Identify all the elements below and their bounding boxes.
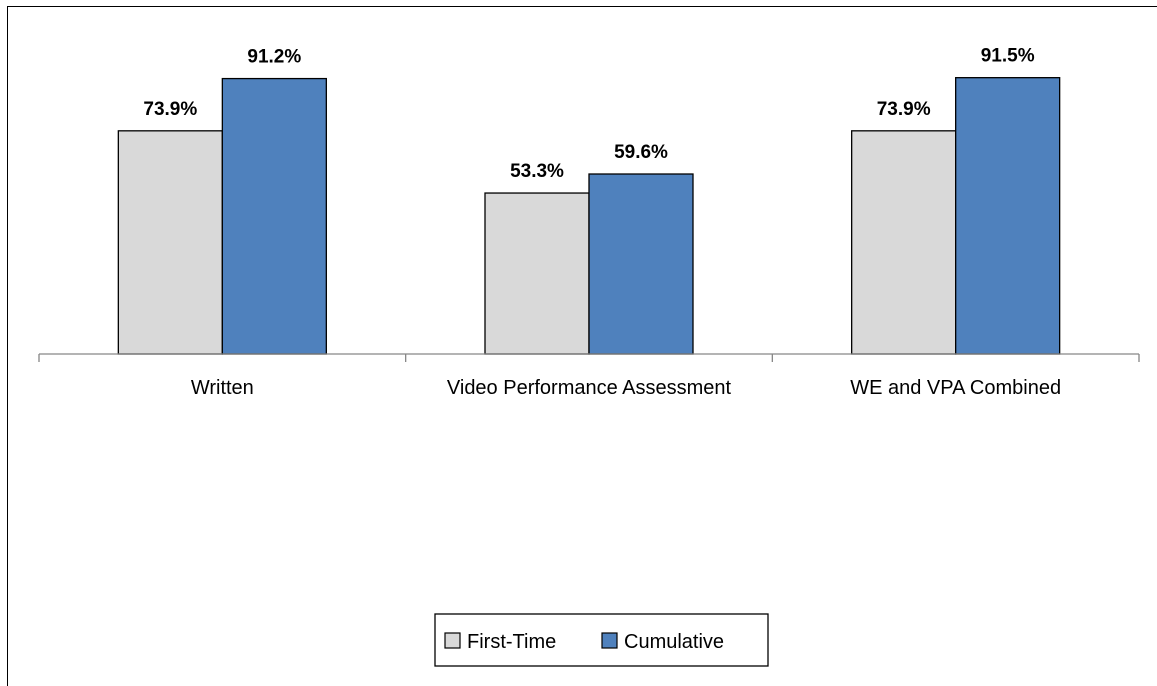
data-label-first-time-3: 73.9% — [877, 99, 931, 120]
x-tick-label: Written — [191, 377, 254, 399]
bars-group — [117, 77, 1061, 355]
data-label-cumulative-3: 91.5% — [981, 46, 1035, 67]
data-labels-group: 73.9% 91.2% 53.3% 59.6% 73.9% 91.5% — [143, 46, 1034, 182]
data-label-first-time-2: 53.3% — [510, 161, 564, 182]
x-tick-label: Video Performance Assessment — [447, 377, 732, 399]
x-tick-label: WE and VPA Combined — [850, 377, 1061, 399]
legend: First-Time Cumulative — [434, 613, 769, 667]
data-label-first-time-1: 73.9% — [143, 99, 197, 120]
bar-cumulative-2 — [588, 173, 694, 355]
data-label-cumulative-2: 59.6% — [614, 142, 668, 163]
legend-label-first-time: First-Time — [467, 631, 556, 653]
x-tick-labels-group: Written Video Performance Assessment WE an… — [191, 377, 1061, 399]
legend-swatch-cumulative — [601, 632, 618, 649]
legend-swatch-first-time — [444, 632, 461, 649]
legend-label-cumulative: Cumulative — [624, 631, 724, 653]
x-ticks-group — [38, 354, 1140, 362]
bar-first-time-1 — [117, 130, 223, 355]
bar-cumulative-3 — [955, 77, 1061, 355]
bar-first-time-3 — [851, 130, 957, 355]
bar-first-time-2 — [484, 192, 590, 355]
data-label-cumulative-1: 91.2% — [247, 47, 301, 68]
bar-cumulative-1 — [221, 77, 327, 355]
